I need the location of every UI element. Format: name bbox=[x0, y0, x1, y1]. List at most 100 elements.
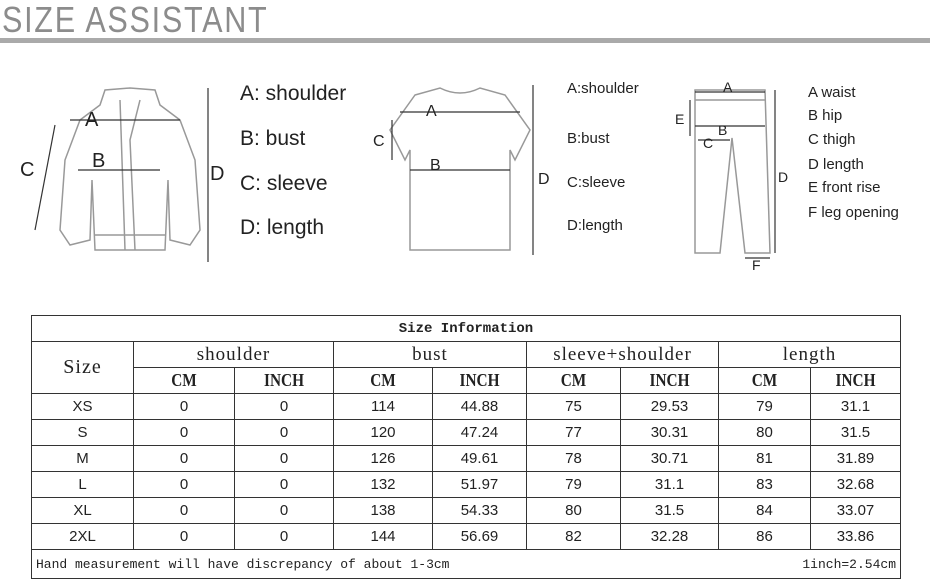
value-cell: 33.07 bbox=[810, 497, 901, 524]
value-cell: 33.86 bbox=[810, 523, 901, 550]
unit-header: CM bbox=[718, 367, 811, 394]
size-cell: XS bbox=[31, 393, 134, 420]
value-cell: 77 bbox=[526, 419, 621, 446]
divider bbox=[0, 38, 930, 43]
value-cell: 32.68 bbox=[810, 471, 901, 498]
measurement-note: Hand measurement will have discrepancy o… bbox=[36, 556, 450, 572]
value-cell: 0 bbox=[133, 393, 235, 420]
table-row: 2XL 0 0 144 56.69 82 32.28 86 33.86 bbox=[31, 523, 901, 550]
value-cell: 138 bbox=[333, 497, 433, 524]
value-cell: 31.5 bbox=[620, 497, 719, 524]
unit-header-label: CM bbox=[171, 370, 197, 390]
svg-text:B: B bbox=[718, 122, 727, 138]
value-cell: 81 bbox=[718, 445, 811, 472]
value-cell: 0 bbox=[234, 523, 334, 550]
group-header: length bbox=[718, 341, 901, 368]
value-cell: 120 bbox=[333, 419, 433, 446]
value-cell: 56.69 bbox=[432, 523, 527, 550]
value-cell: 0 bbox=[234, 471, 334, 498]
value-cell: 31.5 bbox=[810, 419, 901, 446]
table-footer: Hand measurement will have discrepancy o… bbox=[31, 549, 901, 579]
value-cell: 0 bbox=[234, 497, 334, 524]
svg-text:D: D bbox=[538, 171, 550, 188]
value-cell: 78 bbox=[526, 445, 621, 472]
pants-label-length: D length bbox=[808, 156, 864, 173]
value-cell: 54.33 bbox=[432, 497, 527, 524]
mark-b: B bbox=[92, 150, 105, 172]
value-cell: 80 bbox=[526, 497, 621, 524]
tshirt-diagram: A B C D bbox=[373, 85, 550, 255]
table-row: XL 0 0 138 54.33 80 31.5 84 33.07 bbox=[31, 497, 901, 524]
unit-header-label: INCH bbox=[264, 370, 304, 390]
value-cell: 84 bbox=[718, 497, 811, 524]
value-cell: 44.88 bbox=[432, 393, 527, 420]
value-cell: 0 bbox=[133, 445, 235, 472]
size-cell: XL bbox=[31, 497, 134, 524]
value-cell: 86 bbox=[718, 523, 811, 550]
value-cell: 0 bbox=[234, 419, 334, 446]
svg-text:E: E bbox=[675, 111, 684, 127]
table-row: M 0 0 126 49.61 78 30.71 81 31.89 bbox=[31, 445, 901, 472]
value-cell: 30.31 bbox=[620, 419, 719, 446]
value-cell: 51.97 bbox=[432, 471, 527, 498]
mark-a: A bbox=[85, 109, 99, 131]
unit-header: CM bbox=[526, 367, 621, 394]
size-cell: S bbox=[31, 419, 134, 446]
value-cell: 80 bbox=[718, 419, 811, 446]
value-cell: 75 bbox=[526, 393, 621, 420]
jacket-label-shoulder: A: shoulder bbox=[240, 82, 347, 105]
value-cell: 0 bbox=[133, 419, 235, 446]
value-cell: 132 bbox=[333, 471, 433, 498]
value-cell: 30.71 bbox=[620, 445, 719, 472]
unit-header-label: CM bbox=[370, 370, 396, 390]
value-cell: 0 bbox=[234, 393, 334, 420]
tshirt-label-sleeve: C:sleeve bbox=[567, 174, 626, 191]
value-cell: 0 bbox=[133, 523, 235, 550]
mark-c: C bbox=[20, 159, 34, 181]
value-cell: 47.24 bbox=[432, 419, 527, 446]
value-cell: 82 bbox=[526, 523, 621, 550]
svg-text:C: C bbox=[703, 135, 713, 151]
value-cell: 79 bbox=[718, 393, 811, 420]
page-title: SIZE ASSISTANT bbox=[2, 0, 269, 40]
table-row: XS 0 0 114 44.88 75 29.53 79 31.1 bbox=[31, 393, 901, 420]
mark-d: D bbox=[210, 163, 224, 185]
group-header: shoulder bbox=[133, 341, 334, 368]
unit-header-label: INCH bbox=[835, 370, 876, 390]
pants-diagram: A B C D E F bbox=[675, 79, 788, 273]
svg-text:C: C bbox=[373, 133, 385, 150]
pants-label-front-rise: E front rise bbox=[808, 179, 881, 196]
value-cell: 114 bbox=[333, 393, 433, 420]
size-cell: M bbox=[31, 445, 134, 472]
size-cell: 2XL bbox=[31, 523, 134, 550]
value-cell: 31.89 bbox=[810, 445, 901, 472]
unit-header-label: INCH bbox=[649, 370, 690, 390]
size-cell: L bbox=[31, 471, 134, 498]
group-header: sleeve+shoulder bbox=[526, 341, 719, 368]
value-cell: 144 bbox=[333, 523, 433, 550]
unit-header-label: INCH bbox=[459, 370, 500, 390]
tshirt-label-shoulder: A:shoulder bbox=[567, 80, 639, 97]
jacket-label-sleeve: C: sleeve bbox=[240, 172, 328, 195]
size-header: Size bbox=[31, 341, 134, 394]
table-row: S 0 0 120 47.24 77 30.31 80 31.5 bbox=[31, 419, 901, 446]
unit-header-label: CM bbox=[560, 370, 587, 390]
unit-header-label: CM bbox=[751, 370, 778, 390]
svg-text:A: A bbox=[723, 79, 733, 95]
value-cell: 49.61 bbox=[432, 445, 527, 472]
unit-header: CM bbox=[133, 367, 235, 394]
conversion-note: 1inch=2.54cm bbox=[802, 556, 896, 572]
value-cell: 126 bbox=[333, 445, 433, 472]
tshirt-label-bust: B:bust bbox=[567, 130, 610, 147]
value-cell: 79 bbox=[526, 471, 621, 498]
jacket-label-bust: B: bust bbox=[240, 127, 306, 150]
svg-text:A: A bbox=[426, 103, 437, 120]
jacket-label-length: D: length bbox=[240, 216, 325, 239]
pants-label-hip: B hip bbox=[808, 107, 843, 124]
pants-label-leg-opening: F leg opening bbox=[808, 204, 899, 221]
value-cell: 32.28 bbox=[620, 523, 719, 550]
unit-header: INCH bbox=[234, 367, 334, 394]
unit-header: INCH bbox=[810, 367, 901, 394]
table-title: Size Information bbox=[31, 315, 901, 342]
pants-label-waist: A waist bbox=[808, 84, 856, 101]
